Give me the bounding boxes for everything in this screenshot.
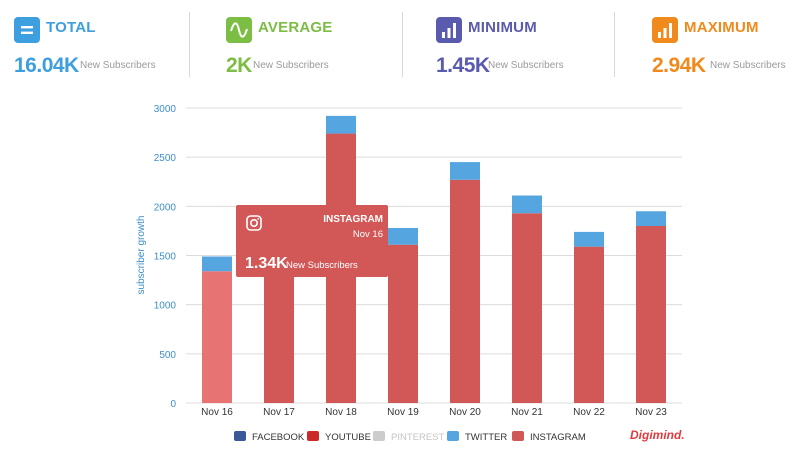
kpi-average-value: 2K [226,54,252,77]
tooltip-date: Nov 16 [353,229,383,240]
y-tick-label: 2500 [154,153,177,164]
legend-label: INSTAGRAM [530,432,586,443]
tooltip-title: INSTAGRAM [323,214,383,225]
legend-swatch [234,431,246,441]
equals-icon [14,17,40,43]
legend-swatch [447,431,459,441]
kpi-total-sub: New Subscribers [80,60,156,71]
x-tick-label: Nov 22 [573,407,605,418]
legend-swatch [512,431,524,441]
y-tick-label: 1000 [154,301,177,312]
y-tick-label: 1500 [154,252,177,263]
y-tick-label: 0 [170,399,176,410]
divider [189,12,190,77]
legend-swatch [307,431,319,441]
kpi-total-label: TOTAL [46,19,96,36]
kpi-total-value: 16.04K [14,54,79,77]
bar-instagram[interactable] [450,179,480,403]
legend-label: PINTEREST [391,432,445,443]
legend-item-pinterest[interactable]: PINTEREST [373,431,444,445]
wave-icon [226,17,252,43]
kpi-minimum-sub: New Subscribers [488,60,564,71]
bar-twitter[interactable] [388,227,418,245]
divider [402,12,403,77]
bar-twitter[interactable] [512,195,542,214]
bar-twitter[interactable] [574,231,604,247]
x-tick-label: Nov 23 [635,407,667,418]
kpi-average-label: AVERAGE [258,19,333,36]
legend-item-youtube[interactable]: YOUTUBE [307,431,371,445]
y-axis-label: subscriber growth [136,216,147,295]
bar-instagram[interactable] [636,226,666,403]
tooltip-sub: New Subscribers [286,260,358,271]
subscriber-growth-chart: 0 500 1000 1500 2000 2500 3000 subscriber grow… [136,104,682,418]
divider [614,12,615,77]
bar-instagram[interactable] [264,271,294,403]
legend-label: FACEBOOK [252,432,305,443]
bars-up-icon [436,17,462,43]
legend-item-instagram[interactable]: INSTAGRAM [512,431,586,445]
instagram-icon [246,215,262,231]
y-tick-label: 500 [159,350,176,361]
legend-label: TWITTER [465,432,508,443]
legend-item-twitter[interactable]: TWITTER [447,431,507,445]
bar-instagram[interactable] [512,213,542,403]
bar-twitter[interactable] [636,211,666,226]
legend-item-facebook[interactable]: FACEBOOK [234,431,304,445]
kpi-minimum-label: MINIMUM [468,19,537,36]
kpi-maximum-label: MAXIMUM [684,19,759,36]
kpi-average-sub: New Subscribers [253,60,329,71]
chart-legend: FACEBOOK YOUTUBE PINTEREST TWITTER INSTA… [0,431,801,447]
bar-instagram[interactable] [574,246,604,403]
x-tick-label: Nov 21 [511,407,543,418]
kpi-maximum-sub: New Subscribers [710,60,786,71]
bar-twitter[interactable] [450,162,480,180]
kpi-minimum-value: 1.45K [436,54,490,77]
y-tick-label: 2000 [154,202,177,213]
y-tick-label: 3000 [154,104,177,115]
bar-instagram[interactable] [202,271,232,403]
x-tick-label: Nov 19 [387,407,419,418]
bar-twitter[interactable] [202,256,232,272]
kpi-summary: TOTAL 16.04K New Subscribers AVERAGE 2K … [0,0,801,90]
brand-logo: Digimind. [630,428,685,442]
legend-label: YOUTUBE [325,432,371,443]
x-tick-label: Nov 17 [263,407,295,418]
x-tick-label: Nov 16 [201,407,233,418]
bar-instagram[interactable] [388,244,418,403]
x-tick-label: Nov 20 [449,407,481,418]
tooltip-value: 1.34K [245,255,288,272]
x-tick-label: Nov 18 [325,407,357,418]
legend-swatch [373,431,385,441]
bars-up-icon [652,17,678,43]
kpi-maximum-value: 2.94K [652,54,706,77]
bar-twitter[interactable] [326,115,356,134]
tooltip: INSTAGRAM Nov 16 1.34K New Subscribers [236,205,388,277]
